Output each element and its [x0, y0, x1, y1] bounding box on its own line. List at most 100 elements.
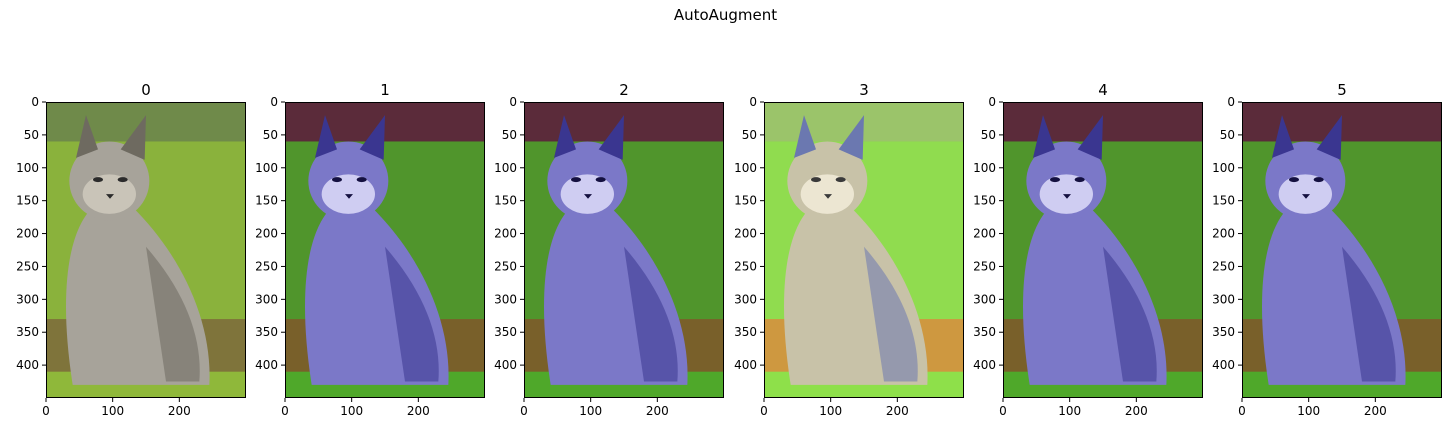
- x-tick-label: 0: [42, 404, 50, 418]
- x-tick-label: 100: [819, 404, 842, 418]
- lynx-nose: [584, 194, 592, 199]
- lynx-muzzle: [1039, 174, 1094, 214]
- lynx-nose: [106, 194, 114, 199]
- figure-suptitle: AutoAugment: [673, 6, 778, 24]
- y-tick-label: 0: [1227, 95, 1235, 109]
- x-tick-label: 0: [520, 404, 528, 418]
- y-tick-label: 100: [973, 161, 996, 175]
- panel-0: 0 0 100 200 0 50 100 150 200 250 300 350 400: [16, 81, 246, 418]
- lynx-nose: [1063, 194, 1071, 199]
- lynx-haunch: [864, 246, 918, 382]
- lynx-haunch: [146, 246, 200, 382]
- axes-frame: [764, 102, 964, 398]
- y-tick-label: 350: [255, 325, 278, 339]
- y-tick-label: 200: [734, 227, 757, 241]
- y-tick-label: 200: [973, 227, 996, 241]
- panel-4: 4 0 100 200 0 50 100 150 200 250 300 350 400: [973, 81, 1203, 418]
- y-tick-label: 0: [749, 95, 757, 109]
- y-tick-label: 50: [502, 128, 517, 142]
- lynx-eye-right: [356, 177, 367, 183]
- y-tick-label: 0: [988, 95, 996, 109]
- lynx-muzzle: [82, 174, 136, 214]
- x-tick-label: 100: [1058, 404, 1081, 418]
- lynx-muzzle: [1278, 174, 1333, 214]
- y-tick-label: 100: [734, 161, 757, 175]
- y-tick-label: 150: [734, 194, 757, 208]
- y-tick-label: 300: [16, 292, 39, 306]
- lynx-muzzle: [560, 174, 614, 214]
- y-tick-label: 50: [1220, 128, 1235, 142]
- lynx-ear-left: [315, 115, 337, 158]
- lynx-nose: [1302, 194, 1310, 199]
- x-tick-label: 0: [760, 404, 768, 418]
- panel-title: 3: [859, 81, 869, 99]
- panel-3: 3 0 100 200 0 50 100 150 200 250 300 350 400: [734, 81, 964, 418]
- panel-1: 1 0 100 200 0 50 100 150 200 250 300 350 400: [255, 81, 485, 418]
- y-tick-label: 150: [973, 194, 996, 208]
- panel-title: 4: [1098, 81, 1108, 99]
- lynx-ear-left: [1272, 115, 1294, 158]
- y-tick-label: 150: [494, 194, 517, 208]
- y-tick-label: 250: [494, 259, 517, 273]
- lynx-eye-left: [1289, 177, 1299, 183]
- y-tick-label: 100: [16, 161, 39, 175]
- x-tick-label: 200: [407, 404, 430, 418]
- x-tick-label: 200: [168, 404, 191, 418]
- lynx-ear-left: [554, 115, 576, 158]
- axes-frame: [285, 102, 485, 398]
- lynx-nose: [345, 194, 353, 199]
- x-tick-label: 100: [340, 404, 363, 418]
- lynx-eye-left: [571, 177, 581, 183]
- y-tick-label: 0: [31, 95, 39, 109]
- lynx-eye-left: [93, 177, 103, 183]
- y-tick-label: 300: [1212, 292, 1235, 306]
- lynx-nose: [824, 194, 832, 199]
- lynx-ear-right: [1077, 115, 1103, 160]
- panel-image: [764, 102, 964, 398]
- y-tick-label: 350: [16, 325, 39, 339]
- lynx-eye-right: [1074, 177, 1085, 183]
- y-tick-label: 350: [494, 325, 517, 339]
- y-tick-label: 250: [734, 259, 757, 273]
- lynx-ear-left: [76, 115, 98, 158]
- y-tick-label: 50: [263, 128, 278, 142]
- y-tick-label: 100: [1212, 161, 1235, 175]
- lynx-eye-right: [595, 177, 606, 183]
- x-tick-label: 100: [579, 404, 602, 418]
- lynx-eye-left: [1050, 177, 1060, 183]
- panel-image: [524, 102, 724, 398]
- lynx-eye-right: [835, 177, 846, 183]
- y-tick-label: 200: [494, 227, 517, 241]
- lynx-ear-right: [598, 115, 624, 160]
- panel-image: [1242, 102, 1442, 398]
- y-tick-label: 400: [16, 358, 39, 372]
- y-tick-label: 350: [734, 325, 757, 339]
- y-tick-label: 300: [734, 292, 757, 306]
- panel-title: 5: [1337, 81, 1347, 99]
- y-tick-label: 250: [16, 259, 39, 273]
- y-tick-label: 300: [973, 292, 996, 306]
- y-tick-label: 400: [1212, 358, 1235, 372]
- x-tick-label: 200: [1125, 404, 1148, 418]
- axes-frame: [46, 102, 246, 398]
- x-tick-label: 100: [1297, 404, 1320, 418]
- lynx-ear-right: [120, 115, 146, 160]
- x-tick-label: 0: [999, 404, 1007, 418]
- y-tick-label: 400: [973, 358, 996, 372]
- lynx-eye-left: [811, 177, 821, 183]
- lynx-muzzle: [321, 174, 376, 214]
- lynx-ear-right: [1316, 115, 1342, 160]
- y-tick-label: 100: [255, 161, 278, 175]
- panel-title: 1: [380, 81, 390, 99]
- y-tick-label: 300: [494, 292, 517, 306]
- panel-title: 2: [619, 81, 629, 99]
- lynx-eye-right: [1313, 177, 1324, 183]
- y-tick-label: 200: [1212, 227, 1235, 241]
- y-tick-label: 400: [734, 358, 757, 372]
- y-tick-label: 350: [973, 325, 996, 339]
- lynx-eye-left: [332, 177, 342, 183]
- panel-image: [285, 102, 485, 398]
